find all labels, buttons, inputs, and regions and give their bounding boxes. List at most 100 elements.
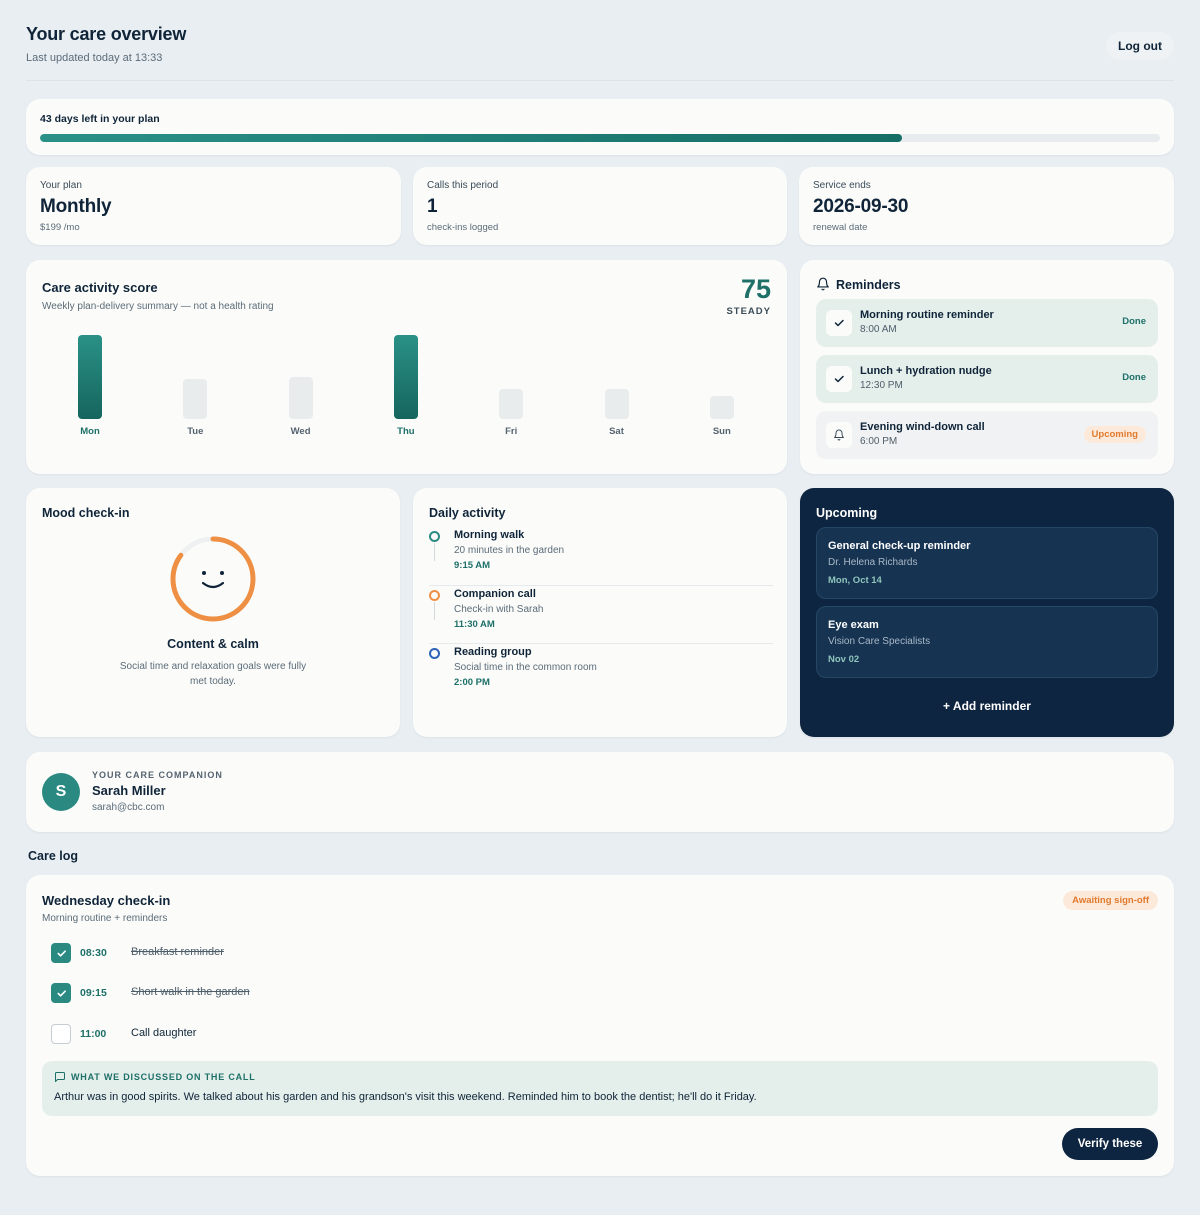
task-checkbox[interactable] [51, 943, 71, 963]
activity-divider [429, 643, 773, 644]
calls-stat-card: Calls this period 1 check-ins logged [413, 167, 787, 245]
plan-progress-track [40, 134, 1160, 142]
stat-label: Service ends [813, 180, 871, 191]
stat-sub: check-ins logged [427, 222, 499, 233]
upcoming-date: Mon, Oct 14 [828, 575, 882, 586]
stat-label: Your plan [40, 180, 82, 191]
companion-kicker: YOUR CARE COMPANION [92, 770, 223, 780]
check-icon [56, 989, 66, 997]
reminder-item[interactable]: Lunch + hydration nudge 12:30 PM Done [816, 355, 1158, 403]
companion-card: S YOUR CARE COMPANION Sarah Miller sarah… [26, 752, 1174, 832]
reminder-status-badge: Upcoming [1083, 426, 1146, 443]
reminders-card: Reminders Morning routine reminder 8:00 … [800, 260, 1174, 474]
task-row: 11:00 Call daughter [51, 1024, 651, 1044]
chart-day-label: Thu [397, 426, 415, 437]
activity-dot [429, 648, 440, 659]
mood-state: Content & calm [167, 637, 259, 651]
reminder-item[interactable]: Morning routine reminder 8:00 AM Done [816, 299, 1158, 347]
header-divider [26, 80, 1174, 81]
avatar: S [42, 773, 80, 811]
status-badge: Awaiting sign-off [1063, 891, 1158, 910]
weekly-bar-chart: Mon Tue Wed Thu Fri Sat Sun [26, 260, 787, 474]
check-icon [826, 310, 852, 336]
chart-bar-sun [709, 396, 734, 419]
companion-email[interactable]: sarah@cbc.com [92, 802, 165, 813]
chart-day-label: Tue [187, 426, 204, 437]
activity-time: 2:00 PM [454, 677, 490, 688]
task-checkbox[interactable] [51, 1024, 71, 1044]
task-checkbox[interactable] [51, 983, 71, 1003]
activity-name: Morning walk [454, 529, 525, 541]
upcoming-title: Upcoming [816, 506, 878, 520]
care-log-title: Wednesday check-in [42, 893, 171, 908]
task-row: 09:15 Short walk in the garden [51, 983, 651, 1003]
mood-ring [170, 536, 256, 622]
check-icon [826, 366, 852, 392]
call-notes-text: Arthur was in good spirits. We talked ab… [54, 1091, 757, 1103]
activity-desc: Social time in the common room [454, 662, 597, 673]
chart-bar-fri [499, 388, 524, 419]
upcoming-provider: Vision Care Specialists [828, 636, 931, 647]
activity-score-value: 75 [740, 274, 771, 304]
reminder-time: 6:00 PM [860, 436, 898, 447]
chat-icon [55, 1072, 65, 1082]
stat-value: 1 [427, 196, 438, 217]
task-time: 09:15 [80, 987, 107, 999]
bell-icon [817, 277, 829, 291]
activity-score-title: Care activity score [42, 280, 158, 295]
reminder-status: Done [1122, 372, 1146, 383]
task-row: 08:30 Breakfast reminder [51, 943, 651, 963]
verify-button[interactable]: Verify these [1062, 1128, 1158, 1160]
activity-time: 9:15 AM [454, 560, 491, 571]
reminder-item[interactable]: Evening wind-down call 6:00 PM Upcoming [816, 411, 1158, 459]
upcoming-provider: Dr. Helena Richards [828, 557, 918, 568]
upcoming-date: Nov 02 [828, 654, 860, 665]
companion-name: Sarah Miller [92, 783, 166, 798]
reminder-name: Lunch + hydration nudge [860, 365, 992, 377]
task-text: Short walk in the garden [131, 986, 250, 998]
chart-day-label: Wed [290, 426, 311, 437]
activity-desc: 20 minutes in the garden [454, 545, 565, 556]
logout-button[interactable]: Log out [1106, 32, 1174, 60]
mood-title: Mood check-in [42, 506, 130, 520]
plan-progress-fill [40, 134, 903, 142]
chart-bar-thu [393, 335, 418, 419]
daily-activity-card: Daily activity Morning walk 20 minutes i… [413, 488, 787, 737]
plan-stat-card: Your plan Monthly $199 /mo [26, 167, 401, 245]
activity-dot [429, 531, 440, 542]
activity-score-subtitle: Weekly plan-delivery summary — not a hea… [42, 301, 274, 312]
upcoming-item[interactable]: Eye exam Vision Care Specialists Nov 02 [816, 606, 1158, 678]
care-log-subtitle: Morning routine + reminders [42, 913, 168, 924]
activity-name: Reading group [454, 646, 532, 658]
add-reminder-button[interactable]: + Add reminder [943, 699, 1031, 713]
stat-label: Calls this period [427, 180, 499, 191]
chart-day-label: Mon [80, 426, 100, 437]
reminders-title: Reminders [836, 278, 901, 292]
activity-dot [429, 590, 440, 601]
upcoming-item[interactable]: General check-up reminder Dr. Helena Ric… [816, 527, 1158, 599]
task-text: Breakfast reminder [131, 946, 224, 958]
chart-day-label: Sun [712, 426, 731, 437]
reminder-time: 12:30 PM [860, 380, 903, 391]
stat-sub: $199 /mo [40, 222, 80, 233]
activity-name: Companion call [454, 588, 536, 600]
task-time: 08:30 [80, 947, 107, 959]
task-text: Call daughter [131, 1027, 197, 1039]
reminder-name: Morning routine reminder [860, 309, 994, 321]
activity-time: 11:30 AM [454, 619, 495, 630]
check-icon [56, 949, 66, 957]
care-log-section-title: Care log [28, 849, 79, 863]
timeline-line [434, 543, 435, 561]
chart-day-label: Sat [609, 426, 624, 437]
plan-progress-card: 43 days left in your plan [26, 99, 1174, 155]
care-log-card: Wednesday check-in Morning routine + rem… [26, 875, 1174, 1176]
stat-sub: renewal date [813, 222, 868, 233]
activity-divider [429, 585, 773, 586]
reminder-name: Evening wind-down call [860, 421, 985, 433]
activity-score-tag: STEADY [726, 306, 771, 317]
mood-description: Social time and relaxation goals were fu… [119, 661, 307, 687]
upcoming-name: Eye exam [828, 619, 879, 631]
mood-card: Mood check-in Content & calm Social time… [26, 488, 400, 737]
task-time: 11:00 [80, 1028, 107, 1040]
timeline-line [434, 602, 435, 620]
